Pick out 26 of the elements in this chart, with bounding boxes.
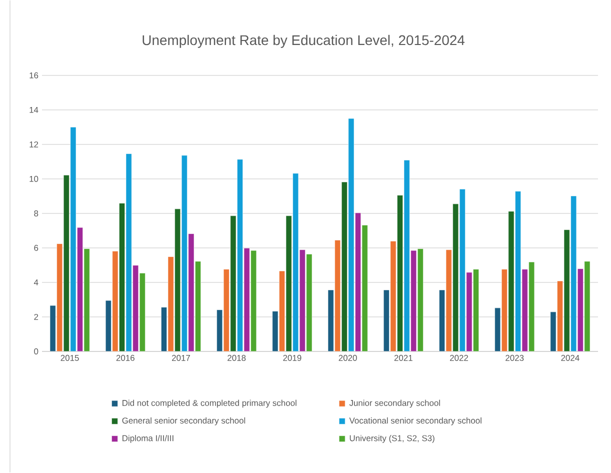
y-tick-label: 14	[30, 107, 38, 113]
y-tick-label: 6	[34, 244, 38, 251]
legend-label: General senior secondary school	[122, 417, 246, 426]
y-tick-label: 4	[34, 280, 38, 286]
x-tick-label: 2019	[283, 355, 302, 361]
x-tick-label: 2024	[561, 355, 580, 361]
x-tick-label: 2023	[506, 355, 524, 361]
x-tick-label: 2016	[116, 355, 134, 361]
legend-label: Junior secondary school	[349, 400, 440, 408]
x-tick-label: 2015	[60, 355, 79, 361]
chart-title: Unemployment Rate by Education Level, 2015-2024	[142, 34, 465, 48]
y-tick-label: 8	[34, 210, 38, 216]
x-tick-label: 2022	[450, 355, 468, 361]
x-tick-label: 2021	[394, 355, 412, 361]
y-tick-label: 0	[34, 348, 38, 354]
legend-label: Did not completed & completed primary school	[122, 400, 296, 408]
legend-label: University (S1, S2, S3)	[350, 435, 434, 443]
x-tick-label: 2018	[228, 355, 246, 361]
y-tick-label: 2	[34, 314, 38, 320]
y-tick-label: 16	[30, 72, 38, 78]
x-tick-label: 2017	[172, 355, 190, 361]
legend-label: Diploma I/II/III	[122, 435, 174, 443]
y-tick-label: 12	[30, 142, 38, 148]
legend-label: Vocational senior secondary school	[349, 417, 482, 426]
x-tick-label: 2020	[338, 355, 357, 361]
y-tick-label: 10	[30, 176, 38, 182]
